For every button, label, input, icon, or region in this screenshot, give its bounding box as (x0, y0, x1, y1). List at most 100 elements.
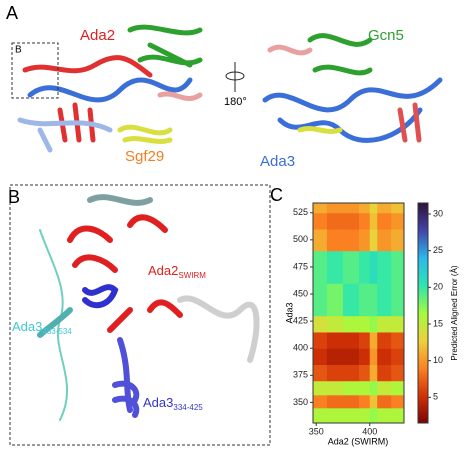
y-tick-label: 350 (293, 397, 308, 407)
panel-b-box (9, 184, 271, 446)
label-gcn5: Gcn5 (368, 27, 404, 44)
heatmap-cell (391, 364, 405, 382)
colorbar-step (418, 339, 428, 342)
colorbar-step (418, 323, 428, 326)
plot-frame (312, 202, 405, 424)
colorbar-step (418, 301, 428, 304)
structure-right (262, 33, 443, 143)
colorbar-step (418, 391, 428, 394)
colorbar-step (418, 357, 428, 360)
heatmap-cell (369, 250, 378, 284)
colorbar-step (418, 205, 428, 208)
heatmap-cell (391, 380, 405, 396)
colorbar-step (418, 299, 428, 302)
heatmap-cell (377, 407, 392, 424)
colorbar-step (418, 249, 428, 252)
colorbar-step (418, 385, 428, 388)
colorbar-step (418, 343, 428, 346)
colorbar-tick-label: 20 (433, 282, 443, 292)
colorbar-step (418, 375, 428, 378)
rotation-label: 180° (224, 96, 247, 108)
colorbar-step (418, 401, 428, 404)
heatmap-cell (342, 331, 360, 349)
heatmap-cell (377, 331, 392, 349)
heatmap-cell (359, 380, 371, 396)
heatmap-cell (342, 394, 360, 409)
colorbar-step (418, 307, 428, 310)
heatmap-cell (377, 394, 392, 409)
colorbar-step (418, 281, 428, 284)
heatmap-cell (377, 315, 392, 333)
heatmap-cell (342, 348, 360, 365)
heatmap-cell (359, 348, 371, 365)
heatmap-cell (326, 331, 344, 349)
heatmap-cell (342, 229, 360, 252)
heatmap-cell (359, 364, 371, 382)
colorbar-step (418, 317, 428, 320)
colorbar-step (418, 365, 428, 368)
colorbar-step (418, 329, 428, 332)
colorbar-step (418, 337, 428, 340)
colorbar-step (418, 355, 428, 358)
colorbar-step (418, 289, 428, 292)
heatmap-cell (391, 394, 405, 409)
label-subscript: 483-534 (42, 327, 72, 336)
heatmap-cell (342, 212, 360, 230)
colorbar-step (418, 251, 428, 254)
colorbar-step (418, 295, 428, 298)
heatmap-cell (369, 212, 378, 230)
colorbar-step (418, 225, 428, 228)
heatmap-cell (313, 212, 328, 230)
y-tick-label: 500 (293, 234, 308, 244)
heatmap-cell (391, 283, 405, 317)
heatmap-cell (326, 250, 344, 284)
colorbar-step (418, 285, 428, 288)
heatmap-cell (326, 364, 344, 382)
heatmap-cell (377, 229, 392, 252)
label-subscript: SWIRM (178, 271, 206, 280)
colorbar-step (418, 367, 428, 370)
colorbar-step (418, 269, 428, 272)
colorbar-step (418, 303, 428, 306)
colorbar-tick-label: 25 (433, 245, 443, 255)
y-axis-label: Ada3 (284, 302, 294, 323)
x-axis-label: Ada2 (SWIRM) (328, 436, 389, 446)
colorbar-step (418, 291, 428, 294)
colorbar-step (418, 267, 428, 270)
colorbar-step (418, 211, 428, 214)
heatmap-cell (313, 407, 328, 424)
colorbar-step (418, 259, 428, 262)
structure-zoom (37, 194, 260, 421)
colorbar-step (418, 315, 428, 318)
colorbar-step (418, 399, 428, 402)
y-tick-label: 525 (293, 207, 308, 217)
colorbar-step (418, 379, 428, 382)
colorbar-step (418, 363, 428, 366)
colorbar-step (418, 255, 428, 258)
colorbar-step (418, 351, 428, 354)
colorbar-step (418, 305, 428, 308)
heatmap-cell (359, 212, 371, 230)
heatmap-cell (326, 407, 344, 424)
colorbar-step (418, 361, 428, 364)
colorbar-step (418, 263, 428, 266)
heatmap-cell (377, 348, 392, 365)
colorbar-step (418, 407, 428, 410)
y-tick-label: 400 (293, 343, 308, 353)
label-subscript: 334-425 (173, 403, 203, 412)
colorbar-step (418, 415, 428, 418)
heatmap-cell (377, 212, 392, 230)
heatmap-cell (359, 283, 371, 317)
colorbar-step (418, 233, 428, 236)
heatmap-cell (342, 203, 360, 214)
colorbar-step (418, 387, 428, 390)
colorbar-step (418, 327, 428, 330)
colorbar-tick-label: 10 (433, 355, 443, 365)
colorbar-step (418, 311, 428, 314)
colorbar-step (418, 257, 428, 260)
colorbar-step (418, 413, 428, 416)
x-tick-label: 400 (362, 426, 377, 436)
heatmap-cell (359, 331, 371, 349)
y-tick-label: 475 (293, 261, 308, 271)
colorbar-step (418, 373, 428, 376)
